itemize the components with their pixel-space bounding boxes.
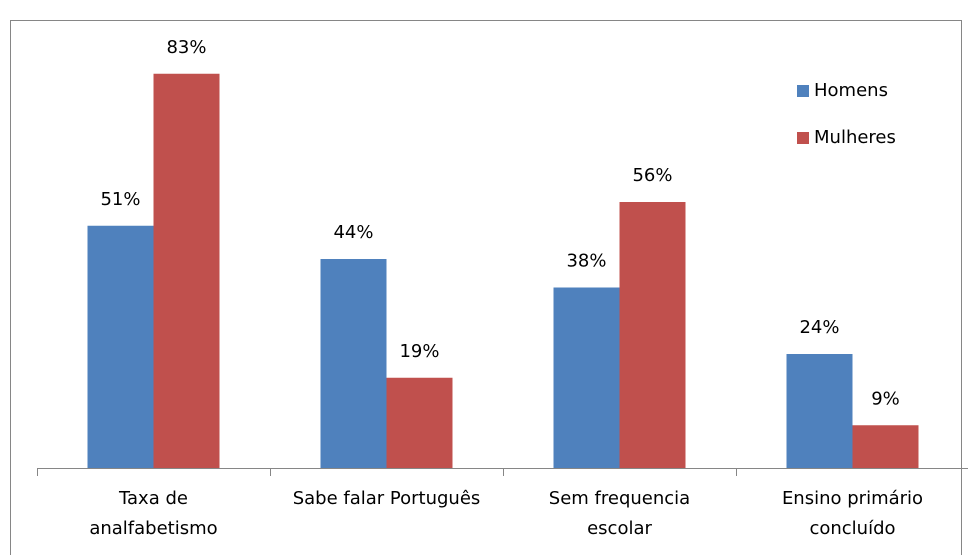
legend-swatch bbox=[797, 132, 809, 144]
data-label: 83% bbox=[166, 37, 206, 58]
bar bbox=[786, 354, 853, 468]
bar bbox=[320, 259, 387, 468]
x-tick-label: Sabe falar Português bbox=[292, 488, 481, 509]
x-tick-label: Taxa de analfabetismo bbox=[89, 488, 218, 539]
data-label: 56% bbox=[632, 165, 672, 186]
data-label: 24% bbox=[799, 317, 839, 338]
legend-label: Mulheres bbox=[814, 127, 896, 148]
data-label: 38% bbox=[566, 251, 606, 272]
bar bbox=[87, 225, 154, 468]
bar bbox=[153, 73, 220, 468]
data-label: 19% bbox=[399, 341, 439, 362]
bar bbox=[553, 287, 620, 468]
data-label: 51% bbox=[100, 189, 140, 210]
data-label: 44% bbox=[333, 222, 373, 243]
data-label: 9% bbox=[871, 388, 900, 409]
bar bbox=[386, 377, 453, 468]
legend-label: Homens bbox=[814, 80, 888, 101]
legend-swatch bbox=[797, 85, 809, 97]
bar bbox=[619, 202, 686, 468]
bar bbox=[852, 425, 919, 468]
x-tick-label: Sem frequencia escolar bbox=[548, 488, 691, 539]
x-tick-label: Ensino primário concluído bbox=[781, 488, 924, 539]
